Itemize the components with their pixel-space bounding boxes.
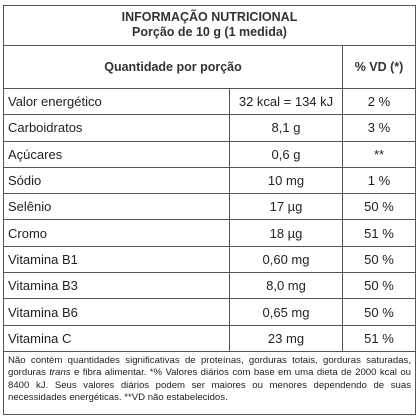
- table-row: Sódio 10 mg 1 %: [4, 167, 415, 195]
- footnote-text-end: e fibra alimentar. *% Valores diários co…: [8, 367, 411, 404]
- table-row: Valor energético 32 kcal = 134 kJ 2 %: [4, 89, 415, 116]
- nutrient-name: Cromo: [4, 220, 230, 246]
- table-row: Vitamina C 23 mg 51 %: [4, 325, 415, 352]
- nutrient-quantity: 0,65 mg: [230, 299, 343, 325]
- nutrient-name: Carboidratos: [4, 115, 230, 141]
- table-row: Cromo 18 µg 51 %: [4, 220, 415, 247]
- nutrient-name: Sódio: [4, 167, 230, 194]
- nutrient-quantity: 18 µg: [230, 220, 343, 246]
- daily-value-column-header: % VD (*): [354, 60, 404, 74]
- nutrient-daily-value: **: [373, 146, 385, 162]
- nutrient-daily-value: 2 %: [367, 94, 391, 110]
- nutrient-name: Vitamina B6: [4, 299, 230, 325]
- footnote: Não contém quantidades significativas de…: [4, 352, 415, 405]
- footnote-text-start: Não contém quantidades significativas de…: [8, 354, 411, 379]
- table-row: Vitamina B1 0,60 mg 50 %: [4, 246, 415, 274]
- nutrient-daily-value: 50 %: [364, 199, 394, 215]
- table-title: INFORMAÇÃO NUTRICIONAL: [121, 10, 298, 24]
- nutrient-quantity: 0,6 g: [230, 141, 343, 167]
- nutrition-facts-table: INFORMAÇÃO NUTRICIONAL Porção de 10 g (1…: [3, 5, 416, 415]
- nutrient-name: Vitamina B1: [4, 246, 230, 273]
- table-header: INFORMAÇÃO NUTRICIONAL Porção de 10 g (1…: [4, 6, 415, 46]
- nutrient-daily-value: 50 %: [364, 251, 394, 267]
- column-headers: Quantidade por porção % VD (*): [4, 46, 415, 89]
- nutrient-name: Açúcares: [4, 141, 230, 167]
- nutrient-daily-value: 3 %: [367, 120, 391, 136]
- nutrient-daily-value: 1 %: [367, 173, 391, 189]
- serving-size: Porção de 10 g (1 medida): [132, 25, 287, 39]
- nutrient-name: Valor energético: [4, 89, 230, 115]
- nutrient-quantity: 32 kcal = 134 kJ: [230, 89, 343, 115]
- table-row: Vitamina B6 0,65 mg 50 %: [4, 299, 415, 326]
- table-row: Selênio 17 µg 50 %: [4, 194, 415, 221]
- nutrient-quantity: 10 mg: [230, 167, 343, 194]
- nutrient-daily-value: 51 %: [364, 330, 394, 346]
- table-row: Vitamina B3 8,0 mg 50 %: [4, 273, 415, 300]
- nutrient-quantity: 8,0 mg: [230, 273, 343, 299]
- nutrient-name: Vitamina B3: [4, 273, 230, 299]
- nutrient-quantity: 23 mg: [230, 325, 343, 351]
- footnote-trans-term: trans: [49, 367, 71, 379]
- nutrient-name: Selênio: [4, 194, 230, 220]
- nutrient-quantity: 0,60 mg: [230, 246, 343, 273]
- nutrient-daily-value: 51 %: [364, 225, 394, 241]
- table-row: Carboidratos 8,1 g 3 %: [4, 115, 415, 142]
- table-row: Açúcares 0,6 g **: [4, 141, 415, 168]
- nutrient-daily-value: 50 %: [364, 278, 394, 294]
- nutrient-name: Vitamina C: [4, 325, 230, 351]
- nutrient-daily-value: 50 %: [364, 304, 394, 320]
- nutrient-quantity: 17 µg: [230, 194, 343, 220]
- nutrient-quantity: 8,1 g: [230, 115, 343, 141]
- quantity-column-header: Quantidade por porção: [4, 46, 343, 88]
